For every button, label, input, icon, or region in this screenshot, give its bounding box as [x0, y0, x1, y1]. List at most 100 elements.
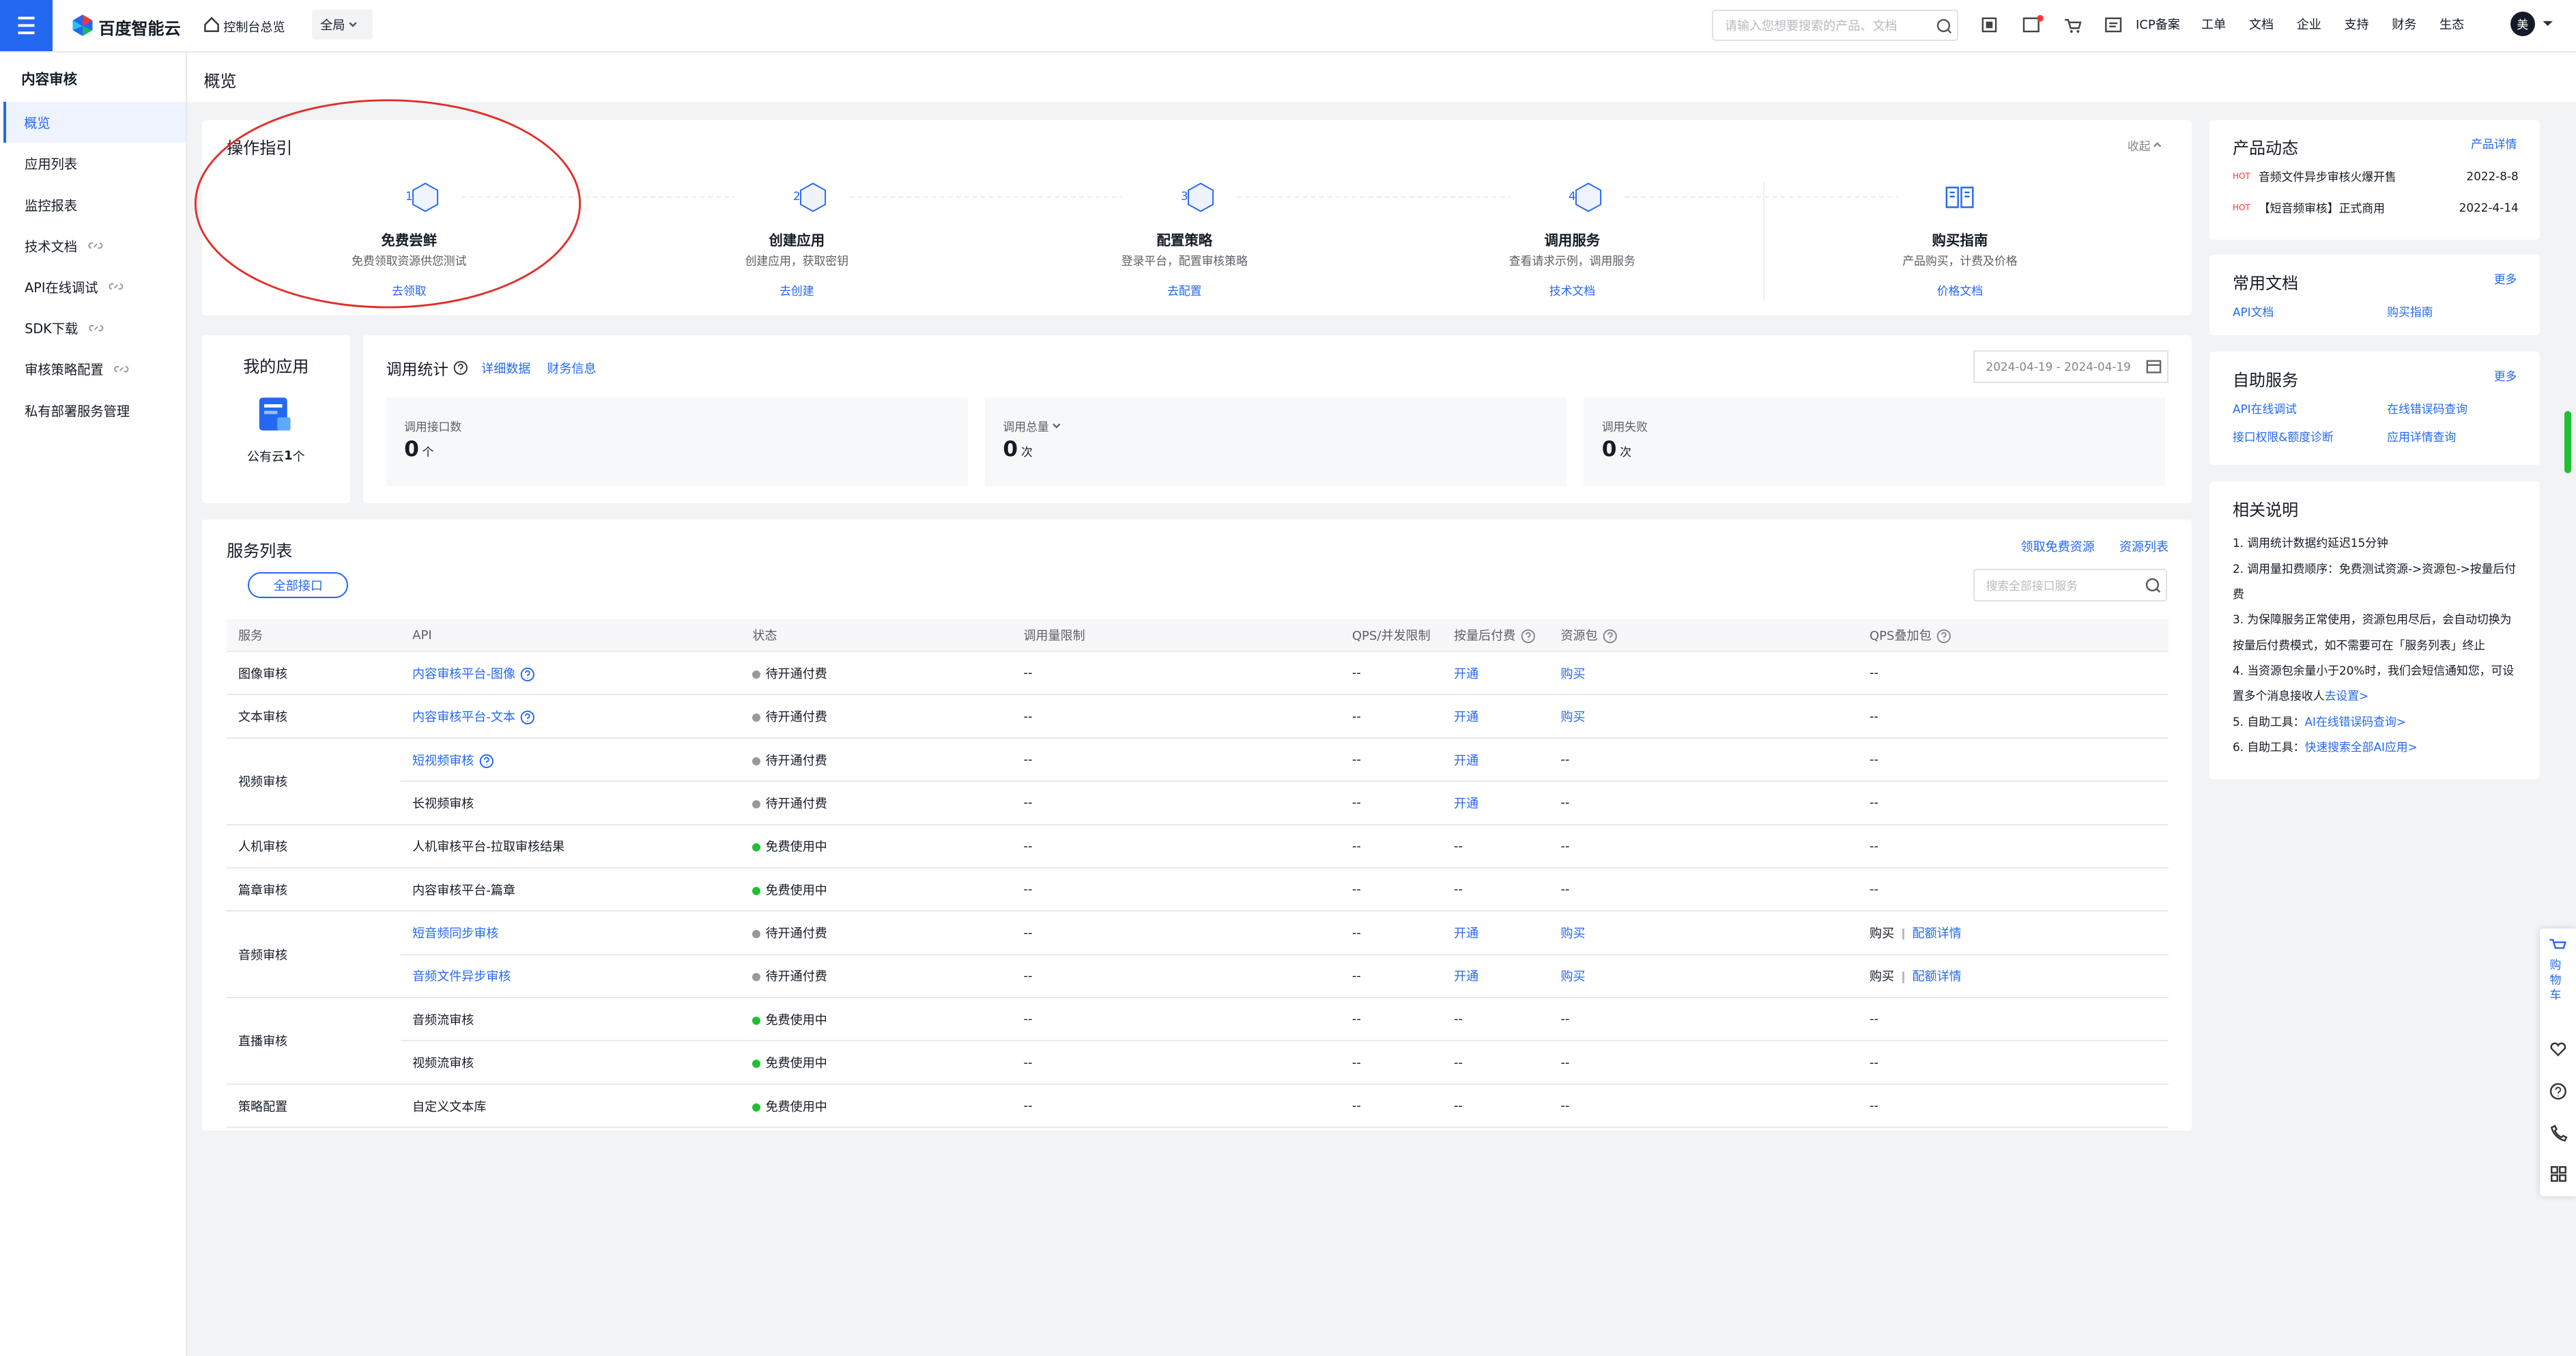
- step-link[interactable]: 技术文档: [1549, 283, 1596, 298]
- note-item: 5. 自助工具：AI在线错误码查询>: [2233, 709, 2522, 735]
- filter-tag[interactable]: 全部接口: [248, 571, 349, 599]
- search-box[interactable]: 请输入您想要搜索的产品、文档: [1711, 10, 1958, 42]
- stat-label-row: 调用失败: [1602, 417, 1648, 434]
- qps-pack-item[interactable]: 购买: [1869, 970, 1895, 985]
- service-row: 篇章审核 内容审核平台-篇章 免费使用中 -- -- -- -- --: [227, 867, 2169, 912]
- apps-unit: 个: [292, 449, 305, 464]
- menu-button[interactable]: [0, 0, 53, 51]
- stats-card: 调用统计 详细数据 财务信息 2024-04-19 - 2024-04-19 调用接…: [362, 335, 2192, 503]
- region-text: 全局: [320, 18, 345, 33]
- top-link[interactable]: 工单: [2201, 17, 2227, 32]
- qps-pack-item[interactable]: 购买: [1869, 927, 1895, 942]
- top-link[interactable]: 文档: [2248, 17, 2274, 32]
- api-name[interactable]: 内容审核平台-文本: [412, 710, 515, 725]
- postpaid-text[interactable]: 开通: [1454, 753, 1479, 768]
- float-icons[interactable]: [2547, 1037, 2570, 1195]
- qps-pack-item[interactable]: 配额详情: [1912, 927, 1962, 942]
- cart-link[interactable]: 购物车: [2549, 958, 2562, 1002]
- service-row: 视频审核 短视频审核 待开通付费 -- -- 开通 -- --: [227, 737, 2169, 825]
- api-name[interactable]: 短音频同步审核: [412, 927, 499, 942]
- sidebar-item[interactable]: SDK下载: [3, 307, 186, 348]
- stats-link[interactable]: 财务信息: [547, 362, 597, 377]
- panel-link[interactable]: 应用详情查询: [2387, 429, 2457, 444]
- step-number: 2: [792, 188, 801, 203]
- api-cell: 音频流审核: [401, 998, 741, 1042]
- services-link[interactable]: 资源列表: [2119, 540, 2169, 555]
- panel-more[interactable]: 产品详情: [2471, 137, 2517, 152]
- pack-text[interactable]: 购买: [1560, 666, 1586, 681]
- news-text[interactable]: 音频文件异步审核火爆开售: [2258, 170, 2396, 184]
- sidebar-item[interactable]: 审核策略配置: [3, 348, 186, 389]
- panel-title: 产品动态: [2232, 139, 2299, 158]
- qps-text: --: [1351, 709, 1361, 724]
- limit-cell: --: [1012, 867, 1341, 912]
- region-select[interactable]: 全局: [312, 10, 373, 40]
- pack-text[interactable]: 购买: [1560, 970, 1586, 985]
- panel-more[interactable]: 更多: [2493, 272, 2517, 286]
- step-link[interactable]: 去配置: [1167, 283, 1202, 298]
- postpaid-text[interactable]: 开通: [1454, 666, 1479, 681]
- qps-cell: --: [1340, 867, 1443, 912]
- service-search[interactable]: 搜索全部接口服务: [1973, 568, 2167, 602]
- sidebar-item[interactable]: API在线调试: [3, 266, 186, 307]
- top-link[interactable]: 财务: [2392, 17, 2417, 32]
- top-link[interactable]: 企业: [2296, 17, 2321, 32]
- note-link[interactable]: 去设置>: [2324, 689, 2369, 703]
- apps-count: 公有云 1 个: [202, 447, 350, 465]
- sidebar-item[interactable]: 技术文档: [3, 225, 186, 266]
- api-name[interactable]: 内容审核平台-图像: [412, 666, 515, 681]
- date-picker[interactable]: 2024-04-19 - 2024-04-19: [1973, 350, 2169, 383]
- panel-link[interactable]: 在线错误码查询: [2387, 401, 2467, 416]
- avatar[interactable]: 美: [2510, 11, 2535, 36]
- sidebar-item[interactable]: 监控报表: [3, 184, 186, 225]
- postpaid-text[interactable]: 开通: [1454, 796, 1479, 811]
- note-link[interactable]: 快速搜索全部AI应用>: [2304, 739, 2418, 754]
- step-connector: [1237, 196, 1510, 199]
- sidebar-item[interactable]: 应用列表: [3, 143, 186, 184]
- step-link[interactable]: 去创建: [779, 283, 814, 298]
- panel-more[interactable]: 更多: [2493, 369, 2517, 383]
- tool-icons[interactable]: [1979, 14, 2128, 38]
- stats-link[interactable]: 详细数据: [481, 362, 531, 377]
- news-date: 2022-8-8: [2466, 169, 2519, 183]
- sidebar-item[interactable]: 概览: [3, 102, 186, 143]
- services-link[interactable]: 领取免费资源: [2020, 540, 2095, 555]
- postpaid-text[interactable]: 开通: [1454, 927, 1479, 942]
- collapse-toggle[interactable]: 收起: [2128, 137, 2164, 154]
- qps-text: --: [1351, 882, 1361, 897]
- limit-text: --: [1023, 1099, 1033, 1114]
- stat-label: 调用失败: [1601, 420, 1648, 434]
- news-text[interactable]: 【短音频审核】正式商用: [2258, 201, 2385, 216]
- step-desc: 创建应用，获取密钥: [745, 254, 849, 268]
- chevron-up: [2153, 142, 2161, 147]
- qps-pack-item[interactable]: 配额详情: [1912, 970, 1962, 985]
- note-link[interactable]: AI在线错误码查询>: [2304, 714, 2406, 729]
- pack-text[interactable]: 购买: [1560, 710, 1586, 725]
- panel-link[interactable]: 接口权限&额度诊断: [2232, 429, 2334, 444]
- status-text: 免费使用中: [765, 840, 827, 855]
- sidebar-item[interactable]: 私有部署服务管理: [3, 389, 186, 430]
- panel-link[interactable]: API在线调试: [2232, 401, 2297, 416]
- status-cell: 免费使用中: [741, 824, 1012, 868]
- service-row: 音频文件异步审核 待开通付费 -- -- 开通 购买 购买 配额详情: [227, 954, 2169, 999]
- api-name[interactable]: 音频文件异步审核: [412, 970, 511, 985]
- step-link[interactable]: 去领取: [392, 283, 427, 298]
- pack-text: --: [1560, 882, 1570, 897]
- qps-pack-cell: --: [1858, 694, 2169, 739]
- postpaid-cell: --: [1442, 998, 1549, 1042]
- qps-pack-cell: 购买 配额详情: [1858, 954, 2169, 999]
- top-link[interactable]: ICP备案: [2135, 17, 2180, 32]
- stat-value: 0: [1601, 437, 1617, 462]
- console-link[interactable]: 控制台总览: [223, 20, 285, 36]
- limit-text: --: [1023, 968, 1033, 983]
- pack-text[interactable]: 购买: [1560, 927, 1586, 942]
- postpaid-text[interactable]: 开通: [1454, 970, 1479, 985]
- step-link[interactable]: 价格文档: [1936, 283, 1984, 298]
- postpaid-text[interactable]: 开通: [1454, 710, 1479, 725]
- api-name[interactable]: 短视频审核: [412, 753, 474, 768]
- panel-link[interactable]: API文档: [2232, 305, 2274, 319]
- panel-link[interactable]: 购买指南: [2387, 305, 2433, 319]
- top-link[interactable]: 支持: [2344, 17, 2369, 32]
- top-link[interactable]: 生态: [2439, 17, 2465, 32]
- qps-pack-cell: --: [1858, 651, 2169, 696]
